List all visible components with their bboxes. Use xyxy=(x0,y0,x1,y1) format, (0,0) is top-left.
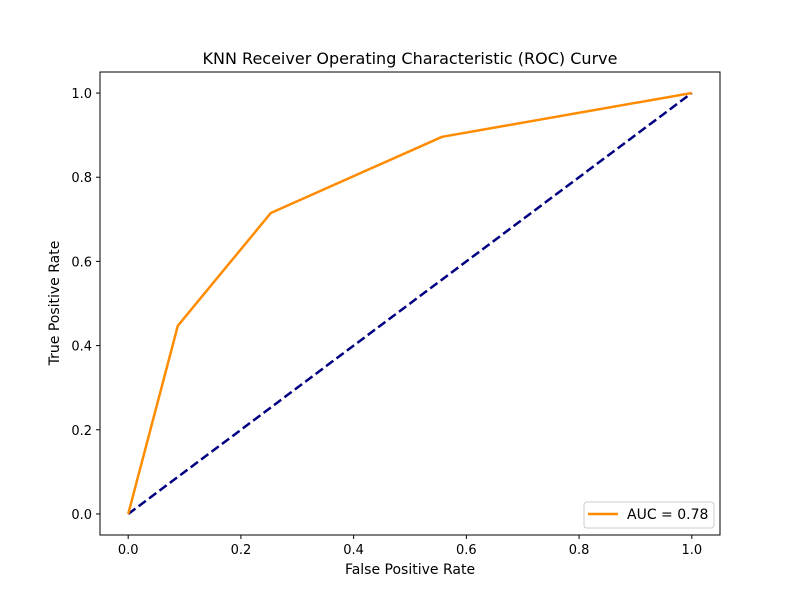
y-tick-label: 0.4 xyxy=(71,340,92,355)
plot-area xyxy=(99,71,721,536)
x-axis: 0.0 0.2 0.4 0.6 0.8 1.0 xyxy=(118,535,702,558)
series-layer xyxy=(126,91,693,516)
x-tick-label: 0.6 xyxy=(456,543,477,558)
y-axis-label: True Positive Rate xyxy=(47,241,63,367)
legend-label-roc-curve: AUC = 0.78 xyxy=(627,507,708,523)
x-tick-label: 1.0 xyxy=(681,543,702,558)
y-axis: 0.0 0.2 0.4 0.6 0.8 1.0 xyxy=(71,87,100,523)
x-axis-label: False Positive Rate xyxy=(345,562,475,578)
legend-box xyxy=(583,501,715,529)
legend: AUC = 0.78 xyxy=(583,501,715,529)
x-tick-label: 0.8 xyxy=(569,543,590,558)
y-tick-label: 0.2 xyxy=(71,424,92,439)
x-tick-label: 0.4 xyxy=(343,543,364,558)
y-tick-label: 0.0 xyxy=(71,508,92,523)
y-tick-label: 1.0 xyxy=(71,87,92,102)
roc-curve-line xyxy=(126,91,693,515)
y-tick-label: 0.8 xyxy=(71,171,92,186)
chart-title: KNN Receiver Operating Characteristic (R… xyxy=(203,49,618,68)
chance-diagonal-line xyxy=(127,91,693,516)
x-tick-label: 0.0 xyxy=(118,543,139,558)
x-tick-label: 0.2 xyxy=(231,543,252,558)
y-tick-label: 0.6 xyxy=(71,255,92,270)
